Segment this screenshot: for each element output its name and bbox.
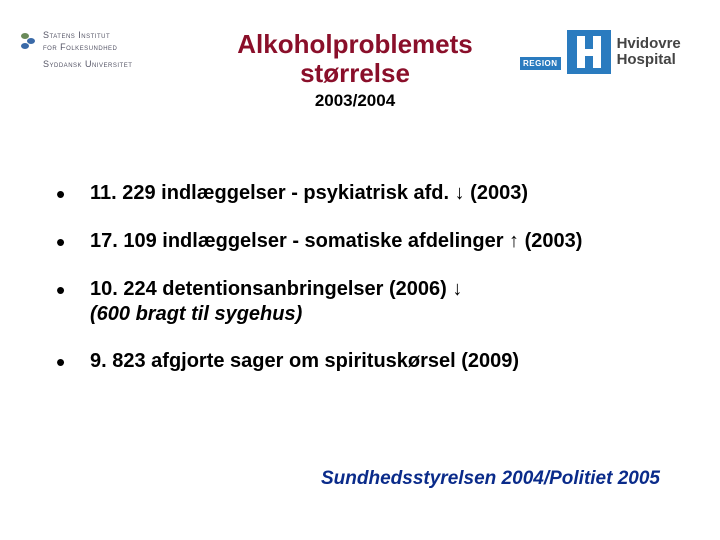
institute-line3: Syddansk Universitet bbox=[43, 59, 132, 71]
bullet-main: 10. 224 detentionsanbringelser (2006) ↓ bbox=[90, 278, 462, 300]
hospital-line2: Hospital bbox=[617, 51, 676, 68]
bullet-text: 10. 224 detentionsanbringelser (2006) ↓ … bbox=[90, 277, 462, 327]
list-item: • 17. 109 indlæggelser - somatiske afdel… bbox=[50, 229, 720, 255]
slide-title: Alkoholproblemets størrelse bbox=[200, 30, 510, 87]
list-item: • 9. 823 afgjorte sager om spirituskørse… bbox=[50, 349, 720, 375]
bullet-text: 17. 109 indlæggelser - somatiske afdelin… bbox=[90, 229, 582, 254]
hospital-name: Hvidovre Hospital bbox=[617, 36, 681, 68]
slide-subtitle: 2003/2004 bbox=[200, 91, 510, 111]
right-hospital-logo: REGION Hvidovre Hospital bbox=[520, 30, 700, 74]
region-badge: REGION bbox=[520, 57, 561, 70]
hospital-line1: Hvidovre bbox=[617, 35, 681, 52]
header: Statens Institut for Folkesundhed Syddan… bbox=[0, 0, 720, 111]
institute-line1: Statens Institut bbox=[43, 30, 110, 40]
hospital-h-icon bbox=[567, 30, 611, 74]
bullet-dot-icon: • bbox=[50, 181, 90, 207]
bullet-sub: (600 bragt til sygehus) bbox=[90, 303, 302, 325]
left-institute-logo: Statens Institut for Folkesundhed Syddan… bbox=[20, 30, 190, 71]
list-item: • 10. 224 detentionsanbringelser (2006) … bbox=[50, 277, 720, 327]
bullet-dot-icon: • bbox=[50, 229, 90, 255]
title-line1: Alkoholproblemets bbox=[237, 29, 472, 59]
bullet-text: 11. 229 indlæggelser - psykiatrisk afd. … bbox=[90, 181, 528, 206]
bullet-dot-icon: • bbox=[50, 349, 90, 375]
bullet-dot-icon: • bbox=[50, 277, 90, 303]
institute-line2: for Folkesundhed bbox=[43, 42, 117, 52]
list-item: • 11. 229 indlæggelser - psykiatrisk afd… bbox=[50, 181, 720, 207]
title-block: Alkoholproblemets størrelse 2003/2004 bbox=[200, 30, 510, 111]
leaf-icon bbox=[20, 30, 36, 58]
title-line2: størrelse bbox=[300, 58, 410, 88]
bullet-text: 9. 823 afgjorte sager om spirituskørsel … bbox=[90, 349, 519, 374]
source-footer: Sundhedsstyrelsen 2004/Politiet 2005 bbox=[321, 468, 660, 490]
bullet-list: • 11. 229 indlæggelser - psykiatrisk afd… bbox=[50, 181, 720, 375]
